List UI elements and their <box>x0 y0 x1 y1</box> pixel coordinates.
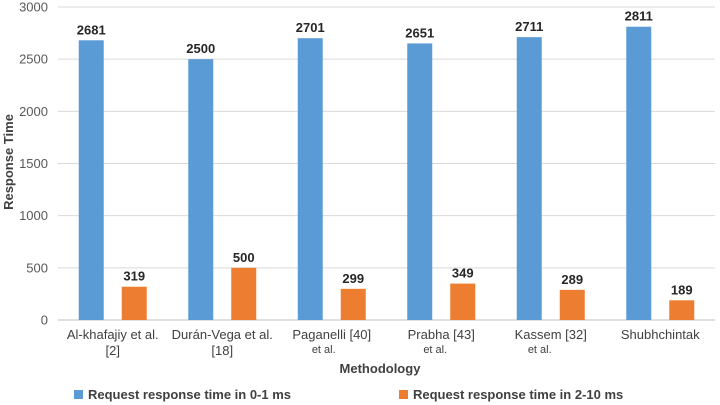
gridlines <box>58 6 715 321</box>
data-label: 2811 <box>625 9 653 24</box>
legend-swatch <box>74 390 83 399</box>
x-category-label: et al. <box>528 344 552 356</box>
y-tick-label: 1000 <box>19 208 48 223</box>
data-label: 2651 <box>405 25 434 40</box>
bar-series-1 <box>516 37 542 320</box>
bar-series-1 <box>626 26 652 321</box>
bar-series-2 <box>450 283 476 320</box>
bar-series-2 <box>121 286 147 320</box>
data-label: 2500 <box>186 41 215 56</box>
data-label: 2711 <box>515 19 543 34</box>
data-label: 189 <box>671 282 693 297</box>
x-axis-categories: Al-khafajiy et al.[2] Durán-Vega et al.[1… <box>67 327 700 358</box>
data-label: 319 <box>123 269 145 284</box>
data-label: 299 <box>342 271 364 286</box>
x-category-label: Shubhchintak <box>621 327 700 342</box>
x-category-label: [2] <box>106 343 120 358</box>
y-tick-label: 2000 <box>19 104 48 119</box>
data-labels: 2681 2500 2701 2651 2711 2811 319 500 299 349 289 1… <box>77 9 693 298</box>
x-category-label: Prabha [43] <box>408 327 475 342</box>
bar-series-2 <box>559 289 585 320</box>
data-label: 349 <box>452 266 474 281</box>
x-category-label: et al. <box>312 344 336 356</box>
y-tick-label: 500 <box>26 260 48 275</box>
bar-series-2 <box>340 288 366 320</box>
x-category-label: Al-khafajiy et al. <box>67 327 159 342</box>
bar-series-2 <box>669 300 695 320</box>
y-tick-label: 3000 <box>19 0 48 15</box>
y-axis-title: Response Time <box>1 114 16 210</box>
y-tick-label: 1500 <box>19 156 48 171</box>
x-category-label: Kassem [32] <box>515 327 587 342</box>
x-axis-title: Methodology <box>340 361 422 376</box>
legend-swatch <box>399 390 408 399</box>
bars <box>78 26 695 321</box>
data-label: 289 <box>561 272 583 287</box>
bar-series-2 <box>231 267 257 320</box>
data-label: 2701 <box>296 20 325 35</box>
bar-series-1 <box>297 38 323 320</box>
y-axis-ticks: 0 500 1000 1500 2000 2500 3000 <box>19 0 48 328</box>
data-label: 500 <box>233 250 255 265</box>
x-category-label: et al. <box>423 344 447 356</box>
legend-label: Request response time in 0-1 ms <box>88 387 291 402</box>
bar-series-1 <box>407 43 433 321</box>
bar-series-1 <box>78 40 104 320</box>
legend: Request response time in 0-1 ms Request r… <box>74 387 623 402</box>
data-label: 2681 <box>77 22 106 37</box>
bar-series-1 <box>188 59 214 321</box>
x-category-label: [18] <box>211 343 233 358</box>
x-category-label: Paganelli [40] <box>292 327 371 342</box>
legend-label: Request response time in 2-10 ms <box>413 387 623 402</box>
y-tick-label: 0 <box>41 313 48 328</box>
y-tick-label: 2500 <box>19 52 48 67</box>
x-category-label: Durán-Vega et al. <box>172 327 273 342</box>
